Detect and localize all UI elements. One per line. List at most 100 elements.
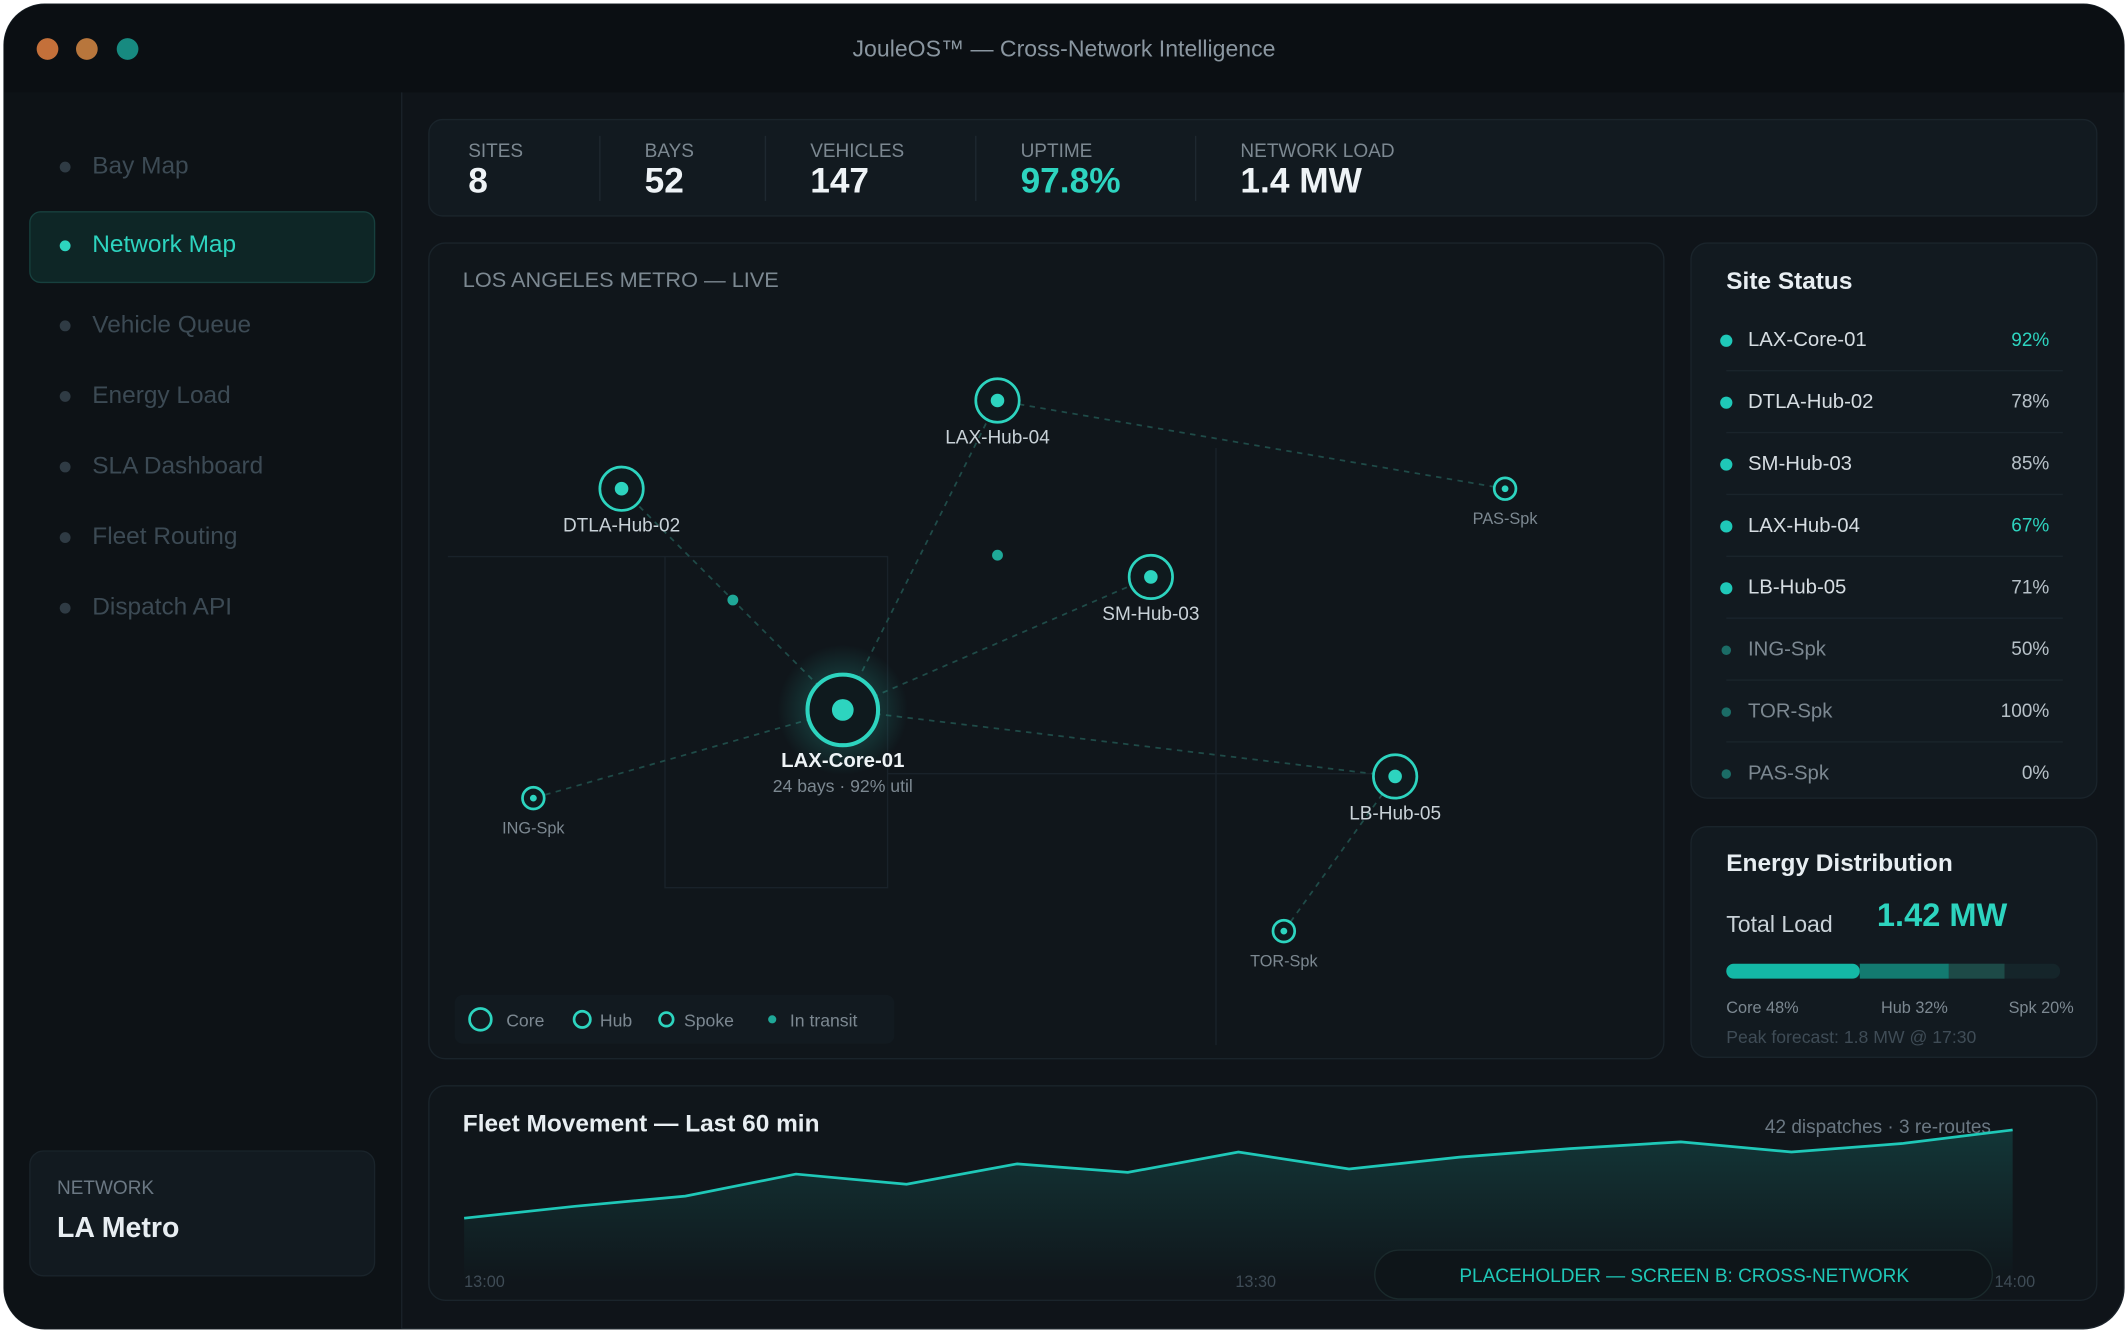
site-status-title: Site Status [1726,268,1852,295]
node-center [529,794,537,802]
kpi-value: 52 [645,162,684,201]
energy-panel [1690,825,2098,1059]
kpi-value: 97.8% [1021,162,1121,201]
total-load-value: 1.42 MW [1877,897,2008,933]
nav-active-bg [29,211,376,284]
x-tick-label: 13:30 [1235,1273,1276,1291]
legend-label: Core [506,1011,544,1031]
status-dot [1721,769,1732,779]
energy-segment [1726,963,1860,979]
status-dot [1720,520,1733,533]
status-dot [1720,582,1733,595]
node-center [831,699,854,721]
node-label: DTLA-Hub-02 [563,516,680,537]
total-load-label: Total Load [1726,911,1832,937]
kpi-label: NETWORK LOAD [1240,141,1394,162]
transit-dot [727,594,739,606]
nav-item[interactable]: Fleet Routing [92,523,237,550]
legend-swatch [658,1011,675,1028]
fleet-line [463,1128,2013,1220]
kpi-label: SITES [468,141,523,162]
site-name: TOR-Spk [1748,700,1833,722]
site-name: LB-Hub-05 [1748,577,1846,599]
x-tick-label: 14:00 [1994,1273,2035,1291]
nav-item[interactable]: Bay Map [92,153,188,180]
nav-item[interactable]: Vehicle Queue [92,311,251,338]
nav-dot [59,602,71,614]
legend-label: Hub [600,1011,633,1031]
placeholder-pill [1374,1249,1993,1300]
peak-forecast: Peak forecast: 1.8 MW @ 17:30 [1726,1027,1976,1047]
network-card-label: NETWORK [57,1178,154,1199]
network-card-value: LA Metro [57,1212,179,1244]
kpi-label: UPTIME [1021,141,1093,162]
site-value: 67% [2011,515,2049,536]
node-label: LAX-Core-01 [781,750,904,772]
site-value: 0% [2022,763,2050,784]
nav-dot [59,320,71,332]
status-dot [1720,334,1733,347]
nav-item[interactable]: SLA Dashboard [92,452,263,479]
site-name: DTLA-Hub-02 [1748,391,1873,413]
site-value: 50% [2011,639,2049,660]
fleet-title: Fleet Movement — Last 60 min [463,1111,820,1138]
node-label: ING-Spk [502,820,565,838]
site-name: PAS-Spk [1748,762,1830,784]
x-tick-label: 13:00 [464,1273,505,1291]
fleet-area [464,1129,2013,1283]
kpi-value: 1.4 MW [1240,162,1362,201]
site-value: 92% [2011,330,2049,351]
status-dot [1720,458,1733,471]
node-center [1501,485,1509,493]
node-center [614,481,629,496]
map-panel [428,242,1665,1060]
node-detail: 24 bays · 92% util [773,776,913,796]
node-label: LAX-Hub-04 [945,428,1050,449]
kpi-label: BAYS [645,141,694,162]
status-dot [1721,645,1732,655]
fleet-annotation: 42 dispatches · 3 re-routes [1765,1117,1991,1138]
kpi-label: VEHICLES [810,141,904,162]
energy-segment-label: Hub 32% [1881,999,1948,1017]
legend-label: Spoke [684,1011,734,1031]
dynamic-layer: Bay Map Network Map Vehicle Queue Energy Lo… [29,135,2074,1291]
window-zoom[interactable] [116,38,139,60]
site-name: LAX-Core-01 [1748,329,1867,351]
site-value: 71% [2011,577,2049,598]
map-streets [447,448,1385,1046]
title-bar [4,4,2124,93]
energy-segment-label: Core 48% [1726,999,1798,1017]
nav-dot [59,240,71,252]
status-dot [1721,707,1732,717]
nav-item[interactable]: Energy Load [92,382,230,409]
window-title: JouleOS™ — Cross-Network Intelligence [853,35,1276,61]
status-dot [1720,396,1733,409]
kpi-value: 147 [810,162,869,201]
energy-segment [1859,963,1949,979]
sidebar [4,92,402,1329]
node-center [1280,927,1288,935]
legend-swatch [468,1007,493,1032]
legend-swatch [572,1009,592,1029]
site-name: SM-Hub-03 [1748,453,1852,475]
site-value: 100% [2001,701,2050,722]
nav-item[interactable]: Dispatch API [92,594,232,621]
window-close[interactable] [36,38,59,60]
placeholder-text: PLACEHOLDER — SCREEN B: CROSS-NETWORK [1459,1266,1909,1287]
nav-dot [59,391,71,402]
node-center [1144,570,1158,584]
energy-segment [1948,963,2005,979]
site-value: 85% [2011,454,2049,475]
transit-dot [992,549,1003,561]
nav-dot [59,461,71,473]
site-value: 78% [2011,392,2049,413]
nav-item[interactable]: Network Map [92,231,236,258]
map-title: LOS ANGELES METRO — LIVE [463,267,779,292]
kpi-value: 8 [468,162,488,201]
node-label: PAS-Spk [1473,510,1539,528]
kpi-bar [428,118,2098,217]
site-status-panel [1690,242,2098,799]
window-minimize[interactable] [76,38,98,60]
